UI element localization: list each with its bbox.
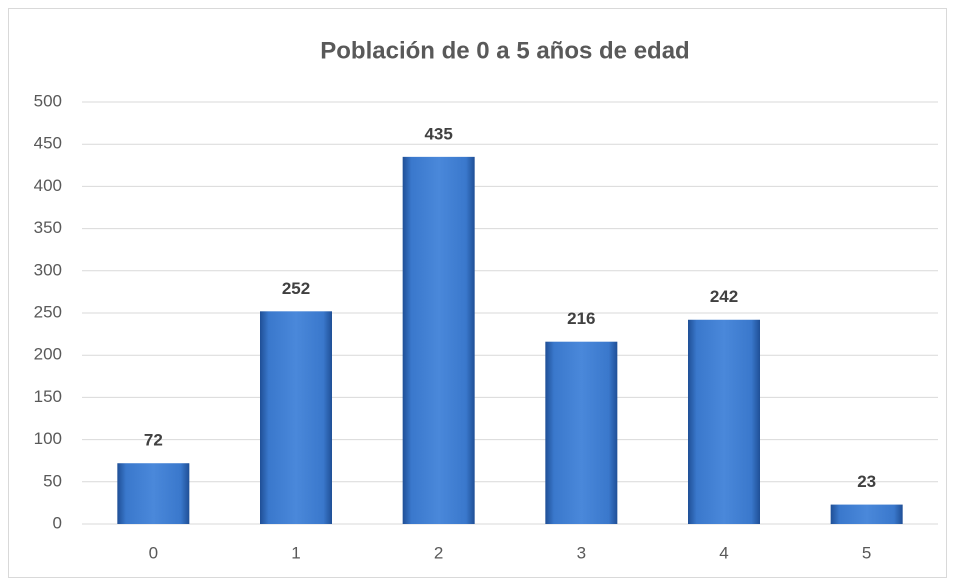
y-tick-label: 200	[34, 345, 62, 364]
y-tick-label: 50	[43, 471, 62, 490]
value-label: 216	[567, 309, 595, 328]
y-tick-label: 350	[34, 218, 62, 237]
chart-title: Población de 0 a 5 años de edad	[320, 37, 689, 64]
value-label: 435	[424, 124, 452, 143]
value-label: 252	[282, 279, 310, 298]
y-tick-label: 500	[34, 91, 62, 110]
x-tick-label: 2	[434, 543, 443, 562]
x-tick-label: 3	[577, 543, 586, 562]
y-tick-label: 450	[34, 134, 62, 153]
value-label: 23	[857, 472, 876, 491]
bar	[688, 319, 760, 524]
y-tick-label: 100	[34, 429, 62, 448]
bar	[545, 341, 618, 524]
bar	[117, 463, 190, 524]
y-tick-label: 250	[34, 302, 62, 321]
y-tick-label: 150	[34, 387, 62, 406]
bar	[830, 504, 903, 524]
x-tick-label: 4	[719, 543, 728, 562]
y-tick-label: 0	[53, 513, 62, 532]
x-tick-label: 0	[149, 543, 158, 562]
value-label: 72	[144, 431, 163, 450]
bar	[402, 156, 475, 525]
y-tick-label: 400	[34, 176, 62, 195]
x-tick-label: 5	[862, 543, 871, 562]
y-tick-label: 300	[34, 260, 62, 279]
value-label: 242	[710, 287, 738, 306]
bar	[260, 311, 332, 524]
x-tick-label: 1	[291, 543, 300, 562]
